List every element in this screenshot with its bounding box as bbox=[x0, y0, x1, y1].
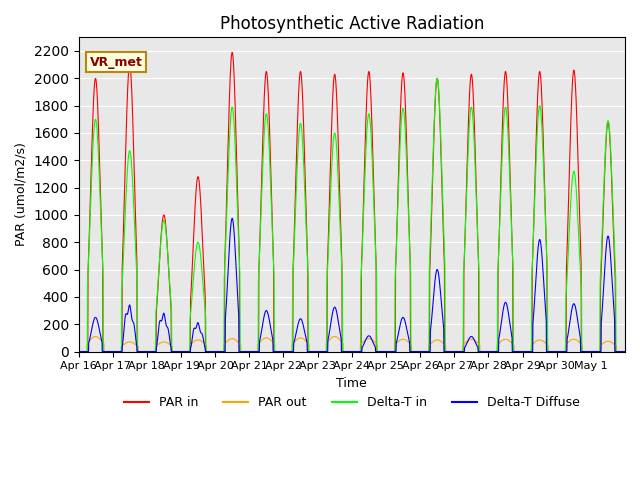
Y-axis label: PAR (umol/m2/s): PAR (umol/m2/s) bbox=[15, 143, 28, 246]
Legend: PAR in, PAR out, Delta-T in, Delta-T Diffuse: PAR in, PAR out, Delta-T in, Delta-T Dif… bbox=[119, 391, 584, 414]
X-axis label: Time: Time bbox=[337, 377, 367, 390]
Text: VR_met: VR_met bbox=[90, 56, 142, 69]
Title: Photosynthetic Active Radiation: Photosynthetic Active Radiation bbox=[220, 15, 484, 33]
